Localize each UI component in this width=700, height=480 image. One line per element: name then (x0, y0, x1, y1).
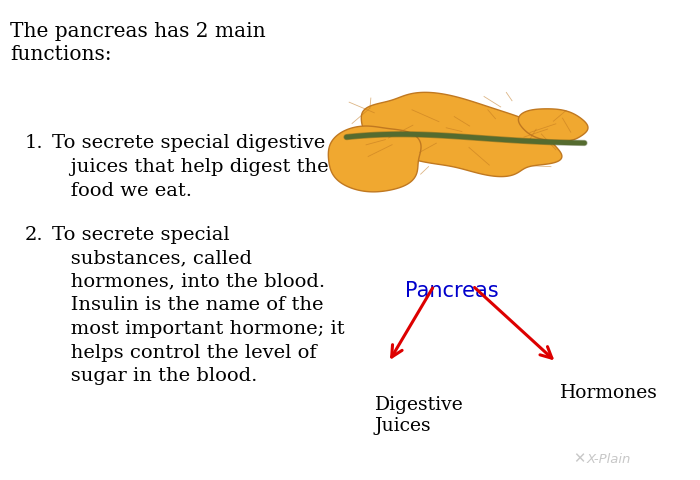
Text: To secrete special digestive
   juices that help digest the
   food we eat.: To secrete special digestive juices that… (52, 134, 329, 200)
Polygon shape (519, 109, 588, 142)
Text: X-Plain: X-Plain (587, 453, 631, 466)
Polygon shape (328, 126, 421, 192)
Text: Pancreas: Pancreas (405, 281, 498, 301)
Text: Digestive
Juices: Digestive Juices (374, 396, 463, 435)
Text: 2.: 2. (25, 226, 43, 244)
Text: 1.: 1. (25, 134, 43, 153)
Polygon shape (361, 92, 562, 177)
Text: ✕: ✕ (573, 451, 585, 466)
Text: Hormones: Hormones (560, 384, 658, 402)
Text: The pancreas has 2 main
functions:: The pancreas has 2 main functions: (10, 22, 266, 64)
Text: To secrete special
   substances, called
   hormones, into the blood.
   Insulin: To secrete special substances, called ho… (52, 226, 345, 385)
